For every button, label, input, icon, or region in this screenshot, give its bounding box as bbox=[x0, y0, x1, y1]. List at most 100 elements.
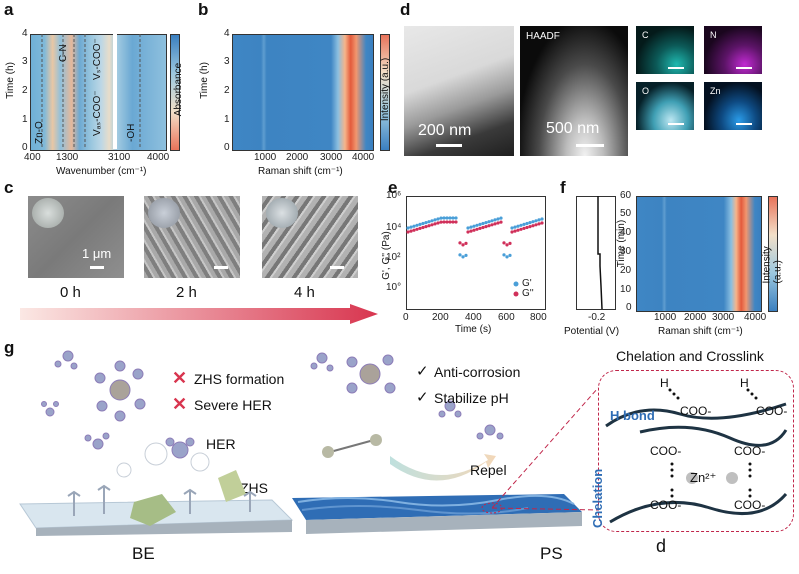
e-point bbox=[481, 221, 485, 226]
panel-b-xtick-1: 2000 bbox=[286, 152, 309, 163]
coo-1: COO- bbox=[680, 404, 712, 418]
e-point bbox=[445, 216, 449, 220]
e-point bbox=[481, 225, 485, 230]
chelation-structure bbox=[605, 388, 788, 524]
coo-5: COO- bbox=[650, 498, 682, 512]
panel-a-label: a bbox=[4, 0, 14, 19]
e-point bbox=[436, 217, 440, 221]
e-point bbox=[454, 220, 458, 224]
e-point bbox=[487, 220, 491, 224]
e-point bbox=[445, 220, 449, 224]
e-point bbox=[522, 226, 526, 230]
be-label: BE bbox=[132, 544, 155, 563]
be-x-icon-2: ✕ bbox=[172, 394, 188, 414]
zhs-label: ZHS bbox=[240, 480, 268, 496]
e-point bbox=[534, 219, 538, 223]
e-point bbox=[537, 222, 541, 226]
e-point bbox=[461, 243, 465, 247]
eds-c-scale bbox=[668, 67, 684, 69]
e-point bbox=[513, 225, 517, 229]
panel-b-colorbar-label: Intensity (a.u.) bbox=[380, 57, 392, 122]
panel-b-ytick-2: 2 bbox=[224, 85, 230, 96]
e-point bbox=[439, 220, 443, 224]
tem-scale-label: 200 nm bbox=[418, 122, 472, 139]
panel-f-xtick-2: 3000 bbox=[712, 312, 735, 323]
ps-label: PS bbox=[540, 544, 563, 563]
ps-check-icon-2: ✓ bbox=[416, 389, 429, 406]
panel-e-label: e bbox=[388, 178, 398, 197]
e-point bbox=[528, 221, 532, 225]
e-point bbox=[433, 218, 437, 222]
eds-map-n-label: N bbox=[710, 30, 717, 40]
e-point bbox=[427, 220, 431, 224]
e-point bbox=[516, 228, 520, 232]
panel-e-ytick-0: 10° bbox=[386, 282, 402, 293]
e-point bbox=[510, 230, 514, 234]
e-point bbox=[466, 230, 470, 234]
panel-b-ylabel: Time (h) bbox=[198, 62, 210, 99]
panel-a-ylabel: Time (h) bbox=[4, 62, 16, 99]
e-point bbox=[528, 225, 532, 229]
timeline-0h: 0 h bbox=[60, 284, 81, 301]
timeline-arrow bbox=[20, 304, 378, 324]
e-point bbox=[412, 224, 416, 228]
panel-f-ytick-3: 30 bbox=[620, 246, 632, 257]
eds-map-c-label: C bbox=[642, 30, 649, 40]
e-point bbox=[478, 226, 482, 230]
haadf-label: HAADF bbox=[526, 31, 560, 42]
panel-e-xlabel: Time (s) bbox=[455, 324, 492, 335]
annotation-vas-coo: Vₐₛ-COO⁻ bbox=[92, 90, 103, 136]
h-atom-1: H bbox=[660, 376, 669, 390]
e-point bbox=[472, 224, 476, 228]
panel-a-xtick-3: 4000 bbox=[147, 152, 170, 163]
panel-a-ytick-2: 2 bbox=[22, 85, 28, 96]
panel-e-xtick-4: 800 bbox=[530, 312, 547, 323]
panel-a-ytick-4: 4 bbox=[22, 28, 28, 39]
e-point bbox=[505, 255, 509, 259]
panel-f-ytick-1: 10 bbox=[620, 284, 632, 295]
e-point bbox=[448, 216, 452, 220]
e-point bbox=[451, 216, 455, 220]
e-point bbox=[433, 222, 437, 226]
panel-a-xtick-2: 3100 bbox=[108, 152, 131, 163]
e-point bbox=[454, 216, 458, 220]
potential-xtick: -0.2 bbox=[588, 312, 606, 323]
e-point bbox=[537, 218, 541, 222]
panel-f-heatmap bbox=[636, 196, 762, 312]
e-point bbox=[406, 226, 410, 230]
tem-scale-bar bbox=[436, 144, 462, 147]
e-point bbox=[510, 226, 514, 230]
panel-b-ytick-0: 0 bbox=[224, 142, 230, 153]
hbond-label: H bond bbox=[610, 408, 655, 423]
e-point bbox=[490, 219, 494, 223]
e-point bbox=[458, 253, 462, 257]
timeline-4h: 4 h bbox=[294, 284, 315, 301]
e-point bbox=[412, 228, 416, 232]
e-point bbox=[418, 222, 422, 226]
panel-f-xtick-1: 2000 bbox=[684, 312, 707, 323]
e-point bbox=[421, 221, 425, 226]
panel-e-ytick-1: 10² bbox=[386, 252, 401, 263]
be-molecules bbox=[41, 350, 195, 459]
repel-label: Repel bbox=[470, 462, 507, 478]
panel-a-colorbar bbox=[170, 34, 180, 151]
e-point bbox=[522, 222, 526, 226]
coo-2: COO- bbox=[756, 404, 788, 418]
panel-f-ytick-6: 60 bbox=[620, 190, 632, 201]
panel-e-ytick-3: 10⁶ bbox=[386, 190, 402, 201]
e-point bbox=[519, 227, 523, 231]
eds-map-n bbox=[704, 26, 762, 74]
sem-scale-bar-0h bbox=[90, 266, 104, 269]
e-point bbox=[478, 222, 482, 226]
e-point bbox=[458, 241, 462, 245]
panel-b-ytick-4: 4 bbox=[224, 28, 230, 39]
panel-a-colorbar-label: Absorbance bbox=[173, 62, 185, 117]
e-point bbox=[424, 225, 428, 229]
coo-4: COO- bbox=[734, 444, 766, 458]
panel-a-ytick-1: 1 bbox=[22, 114, 28, 125]
e-point bbox=[424, 221, 428, 225]
photo-inset-4h bbox=[266, 198, 298, 228]
e-point bbox=[531, 224, 535, 228]
e-point bbox=[415, 223, 419, 227]
legend-gprime-marker bbox=[513, 281, 519, 287]
